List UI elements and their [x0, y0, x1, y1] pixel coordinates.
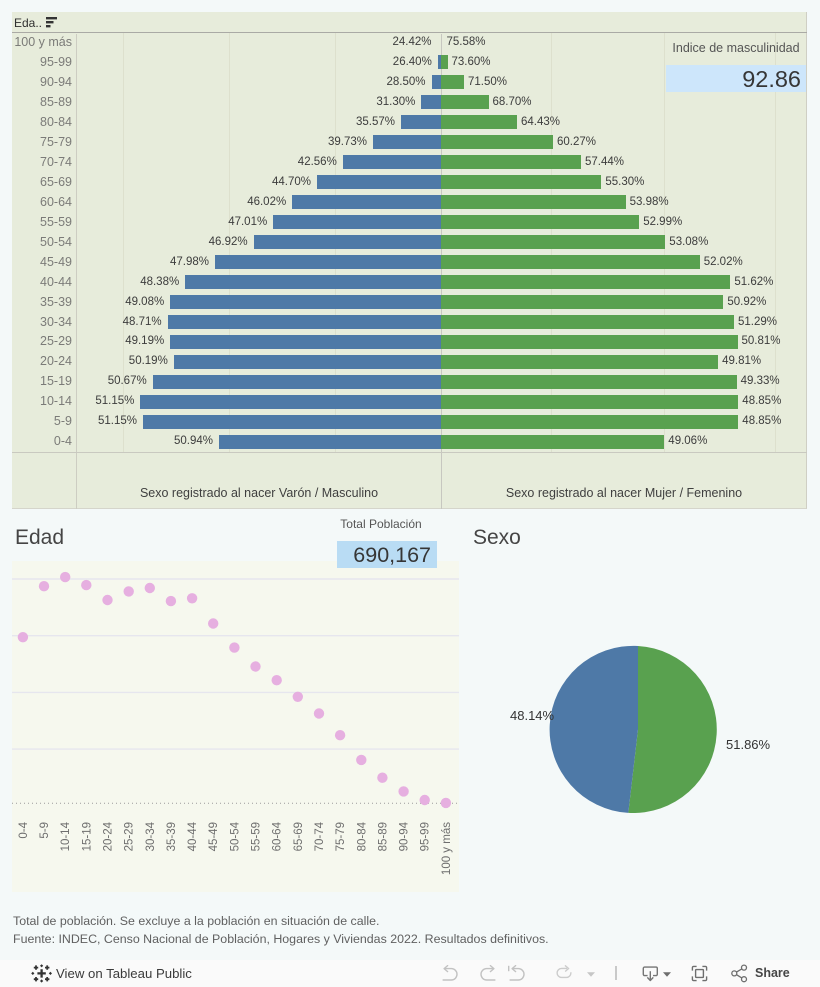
svg-text:50-54: 50-54 — [229, 821, 241, 851]
svg-text:25-29: 25-29 — [124, 822, 136, 851]
svg-text:70-74: 70-74 — [314, 821, 326, 851]
svg-text:45-49: 45-49 — [208, 822, 220, 851]
svg-text:20-24: 20-24 — [103, 821, 115, 851]
svg-text:85-89: 85-89 — [377, 822, 389, 851]
svg-text:100 y más: 100 y más — [441, 822, 453, 875]
svg-text:65-69: 65-69 — [293, 822, 305, 851]
svg-text:90-94: 90-94 — [399, 821, 411, 851]
svg-text:80-84: 80-84 — [356, 821, 368, 851]
svg-text:60-64: 60-64 — [272, 821, 284, 851]
svg-text:30-34: 30-34 — [145, 821, 157, 851]
svg-text:15-19: 15-19 — [81, 822, 93, 851]
svg-text:5-9: 5-9 — [39, 822, 51, 839]
svg-text:95-99: 95-99 — [420, 822, 432, 851]
svg-text:75-79: 75-79 — [335, 822, 347, 851]
svg-text:35-39: 35-39 — [166, 822, 178, 851]
svg-text:0-4: 0-4 — [18, 821, 30, 838]
svg-text:10-14: 10-14 — [60, 821, 72, 851]
svg-text:40-44: 40-44 — [187, 821, 199, 851]
svg-text:55-59: 55-59 — [251, 822, 263, 851]
